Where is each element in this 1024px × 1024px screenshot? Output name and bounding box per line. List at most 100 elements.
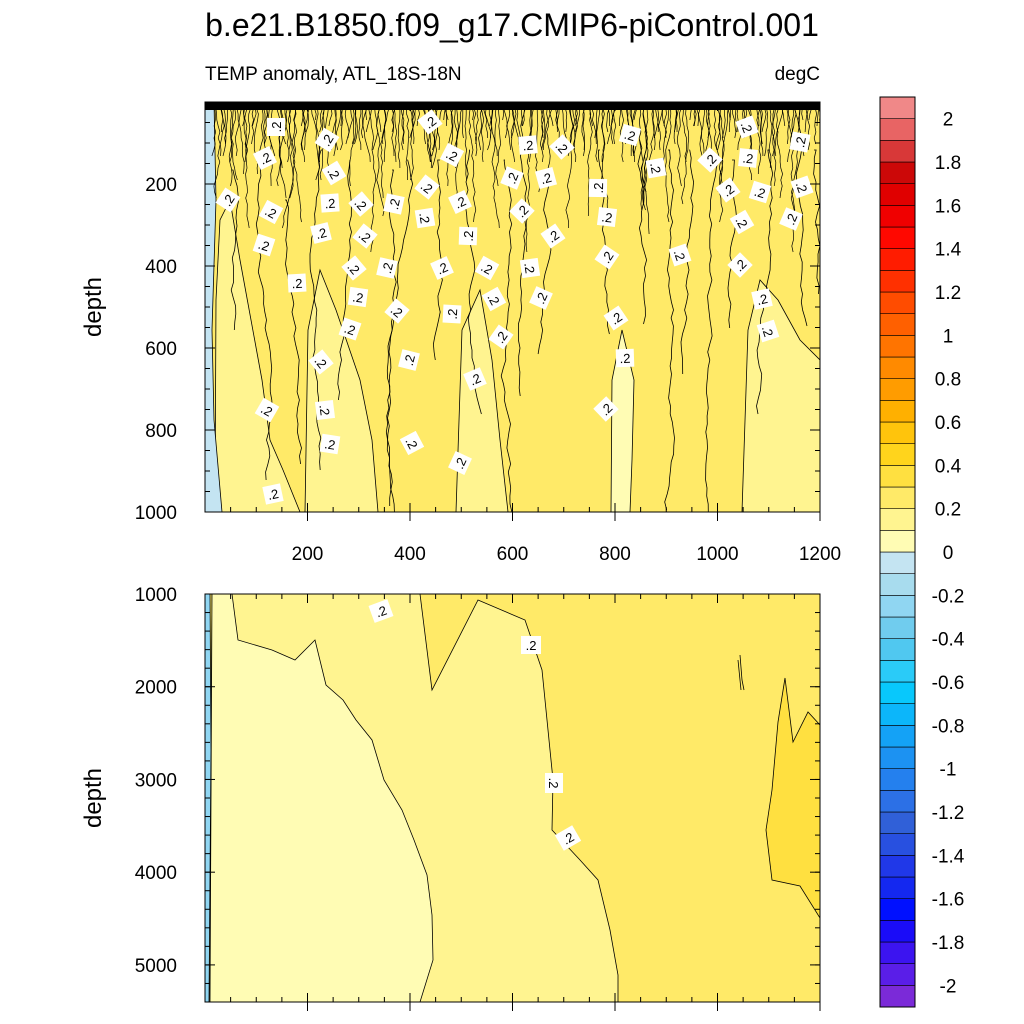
colorbar-swatch <box>879 356 916 379</box>
contour-label-box <box>727 252 753 278</box>
colorbar-swatch <box>879 226 916 249</box>
contour-label: .2 <box>790 175 814 199</box>
contour-label: .2 <box>779 207 803 231</box>
colorbar-swatch <box>879 855 916 878</box>
y-tick-label: 3000 <box>135 770 177 791</box>
upper-streak <box>525 107 534 253</box>
contour-label-box <box>554 825 582 851</box>
contour-label: .2 <box>668 243 692 267</box>
contour-label: .2 <box>321 160 347 186</box>
lower-field-warm-patch <box>765 677 820 919</box>
contour-label-box <box>430 256 454 280</box>
upper-streak <box>229 107 234 187</box>
upper-streak <box>539 107 545 163</box>
contour-label: .2 <box>319 433 341 455</box>
upper-streak <box>380 107 390 199</box>
contour-label-box <box>735 115 759 139</box>
upper-contour-line <box>664 149 675 511</box>
upper-streak <box>790 107 802 217</box>
upper-contour-line <box>795 149 808 327</box>
upper-contour-line <box>385 159 414 512</box>
colorbar-tick-label: 1.2 <box>935 283 961 304</box>
upper-streak <box>773 107 784 187</box>
x-tick-label: 200 <box>292 544 324 565</box>
colorbar-swatch <box>879 660 916 683</box>
contour-label-box <box>352 223 378 249</box>
contour-label: .2 <box>540 223 566 249</box>
colorbar-swatch <box>879 96 916 119</box>
contour-label-text: .2 <box>386 197 403 211</box>
contour-label: .2 <box>215 187 241 213</box>
contour-label: .2 <box>500 166 524 190</box>
contour-label: .2 <box>448 451 472 475</box>
contour-label: .2 <box>310 222 332 244</box>
contour-label-box <box>545 773 563 793</box>
upper-contour-line <box>432 159 443 361</box>
contour-label: .2 <box>751 288 773 310</box>
contour-label-box <box>442 304 462 324</box>
upper-contour-line <box>705 159 720 512</box>
contour-label-text: .2 <box>374 603 389 621</box>
upper-contour-line <box>537 169 552 355</box>
upper-streak <box>581 107 586 157</box>
contour-label: .2 <box>738 148 758 168</box>
contour-label-box <box>414 207 436 229</box>
contour-label-box <box>518 135 538 155</box>
upper-streak <box>213 107 221 199</box>
contour-label-box <box>729 209 755 235</box>
contour-label-text: .2 <box>755 291 769 308</box>
contour-label-text: .2 <box>782 211 800 227</box>
contour-label-box <box>458 226 478 246</box>
upper-streak <box>424 107 432 169</box>
contour-label-box <box>321 160 347 186</box>
colorbar-tick-label: 2 <box>943 110 954 131</box>
contour-label-box <box>645 157 667 179</box>
upper-streak <box>768 107 773 169</box>
colorbar-tick-label: 0.2 <box>935 500 961 521</box>
y-tick-label: 5000 <box>135 956 177 977</box>
contour-label-box <box>267 118 285 136</box>
colorbar-swatch <box>879 183 916 206</box>
contour-label: .2 <box>252 233 276 257</box>
contour-label-text: .2 <box>379 261 396 275</box>
upper-streak <box>391 107 396 157</box>
upper-streak <box>230 107 238 181</box>
upper-streak <box>228 107 233 163</box>
upper-y-axis-label: depth <box>80 277 107 337</box>
upper-contour-line <box>813 149 820 295</box>
colorbar-tick-label: -0.6 <box>932 673 965 694</box>
upper-streak <box>393 107 398 163</box>
contour-label: .2 <box>618 123 642 147</box>
contour-label: .2 <box>414 207 436 229</box>
contour-label-box <box>414 174 440 200</box>
colorbar-swatch <box>879 530 916 553</box>
contour-label-box <box>540 223 566 249</box>
contour-label: .2 <box>521 636 541 654</box>
upper-contour-line <box>285 199 302 465</box>
lower-x-axis <box>230 594 821 1011</box>
contour-label-text: .2 <box>445 308 461 320</box>
contour-label-text: .2 <box>742 150 754 166</box>
colorbar-tick-label: 0 <box>943 543 954 564</box>
contour-label: .2 <box>518 135 538 155</box>
contour-label: .2 <box>442 304 462 324</box>
contour-label: .2 <box>545 773 563 793</box>
upper-streak <box>495 107 502 187</box>
colorbar-swatch <box>879 140 916 163</box>
contour-label-box <box>252 145 278 171</box>
contour-label-box <box>779 207 803 231</box>
contour-label: .2 <box>519 257 541 279</box>
contour-label-box <box>509 198 535 224</box>
contour-label-text: .2 <box>546 778 561 789</box>
lower-y-axis-label: depth <box>80 768 107 828</box>
y-tick-label: 600 <box>145 339 177 360</box>
contour-label: .2 <box>529 286 553 310</box>
contour-label: .2 <box>588 178 608 198</box>
contour-label: .2 <box>384 298 410 324</box>
contour-label-text: .2 <box>647 161 664 174</box>
upper-streak <box>234 107 242 157</box>
contour-label-box <box>347 286 369 308</box>
contour-label: .2 <box>697 147 723 173</box>
contour-label-box <box>376 257 398 279</box>
colorbar-swatch <box>879 486 916 509</box>
